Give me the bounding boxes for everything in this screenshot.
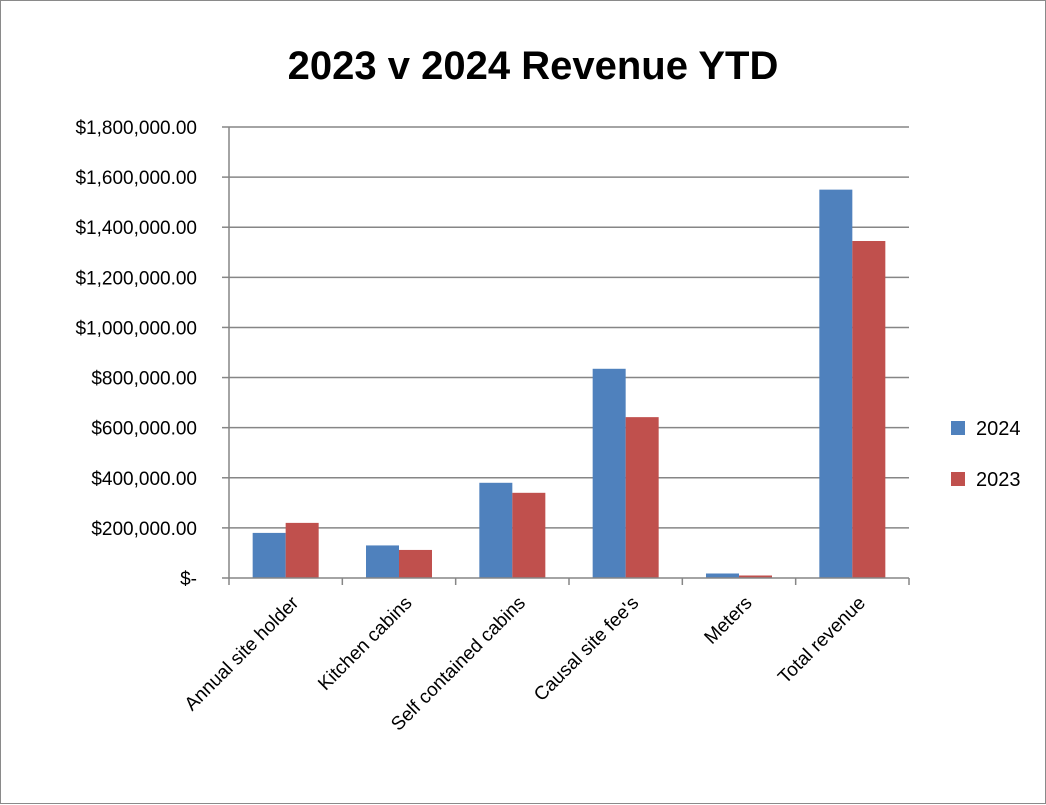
bar-2024-4 — [706, 573, 739, 578]
y-tick-label: $1,200,000.00 — [75, 268, 197, 289]
chart-title: 2023 v 2024 Revenue YTD — [288, 44, 779, 88]
y-tick-label: $200,000.00 — [91, 519, 197, 540]
bar-2024-2 — [479, 482, 513, 578]
legend: 2024 2023 — [951, 418, 1021, 491]
y-tick-label: $600,000.00 — [91, 419, 197, 440]
bar-2023-1 — [399, 549, 432, 578]
legend-swatch-2023 — [951, 472, 965, 486]
bar-2024-1 — [366, 545, 399, 578]
bar-2023-4 — [739, 575, 772, 578]
bar-2024-5 — [819, 189, 853, 578]
y-tick-label: $800,000.00 — [91, 369, 197, 390]
y-tick-label: $1,000,000.00 — [75, 318, 197, 339]
bar-2023-3 — [625, 417, 659, 578]
y-tick-label: $1,800,000.00 — [75, 118, 197, 139]
bar-2023-0 — [285, 522, 319, 578]
bar-2023-2 — [512, 492, 546, 578]
y-tick-label: $400,000.00 — [91, 469, 197, 490]
x-tick-label: Meters — [701, 593, 757, 649]
x-tick-label: Annual site holder — [181, 592, 304, 715]
x-tick-label: Total revenue — [774, 593, 870, 689]
bars — [252, 189, 886, 578]
y-tick-label: $1,600,000.00 — [75, 168, 197, 189]
y-tick-label: $1,400,000.00 — [75, 218, 197, 239]
legend-label-2024: 2024 — [976, 418, 1021, 440]
x-tick-label: Causal site fee's — [530, 593, 643, 706]
gridlines — [229, 126, 909, 529]
bar-2023-5 — [852, 241, 886, 578]
y-tick-label: $- — [180, 569, 197, 590]
legend-swatch-2024 — [951, 421, 965, 435]
x-tick-label: Kitchen cabins — [314, 593, 416, 695]
bar-2024-0 — [252, 532, 286, 578]
bar-2024-3 — [592, 368, 626, 578]
legend-label-2023: 2023 — [976, 469, 1021, 491]
y-axis: $- $200,000.00 $400,000.00 $600,000.00 $800,… — [75, 118, 230, 590]
